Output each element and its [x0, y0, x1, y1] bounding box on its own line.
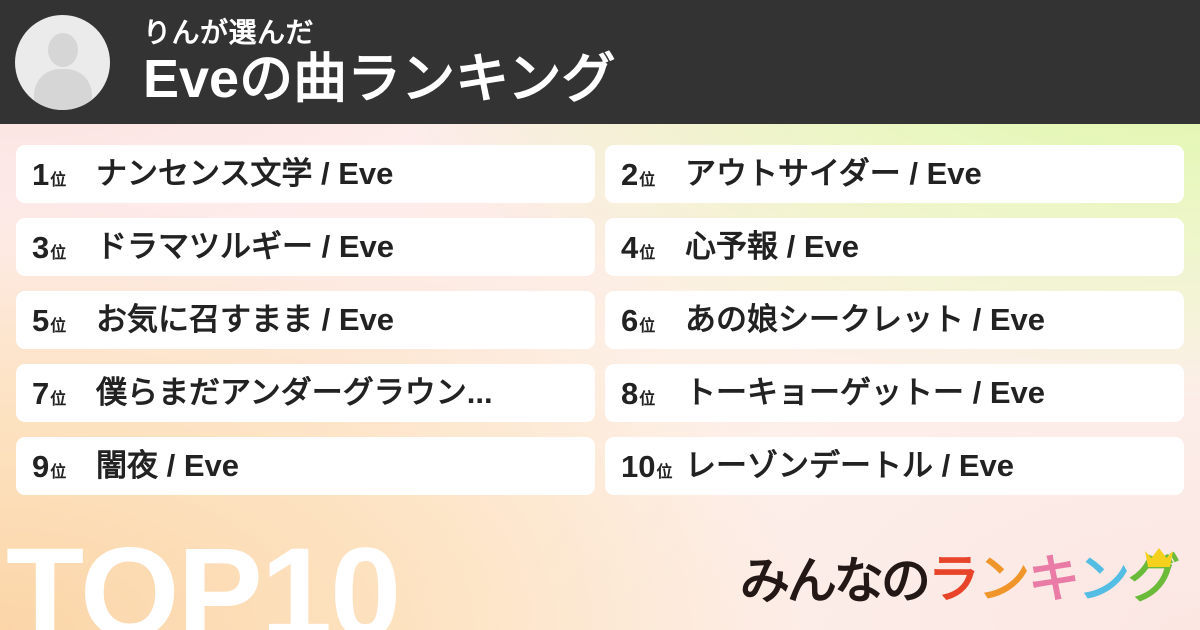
ranking-row[interactable]: 8 位トーキョーゲットー / Eve — [605, 364, 1184, 422]
ranking-row[interactable]: 7 位僕らまだアンダーグラウン... — [16, 364, 595, 422]
minna-no-ranking-logo[interactable]: みんなのランキング — [739, 551, 1180, 609]
logo-kana-ki: キ — [1027, 551, 1080, 609]
ranking-row[interactable]: 6 位あの娘シークレット / Eve — [605, 291, 1184, 349]
logo-kana-n2: ン — [1077, 551, 1130, 609]
rank-number: 8 — [621, 375, 639, 411]
rank-unit-label: 位 — [639, 390, 656, 408]
logo-kana-n1: ン — [977, 551, 1030, 609]
rank-number: 6 — [621, 302, 639, 338]
ranking-item-title: ナンセンス文学 / Eve — [96, 156, 394, 191]
ranking-row[interactable]: 4 位心予報 / Eve — [605, 218, 1184, 276]
rank-unit-label: 位 — [639, 317, 656, 335]
rank-unit-label: 位 — [639, 171, 656, 189]
ranking-row[interactable]: 9 位闇夜 / Eve — [16, 437, 595, 495]
ranking-row[interactable]: 1 位ナンセンス文学 / Eve — [16, 145, 595, 203]
ranking-item-title: 闇夜 / Eve — [96, 448, 239, 483]
rank-number: 2 — [621, 156, 639, 192]
user-avatar-icon — [15, 14, 110, 110]
top10-watermark: TOP10 — [6, 522, 401, 630]
ranking-item-title: レーゾンデートル / Eve — [685, 448, 1014, 483]
header-subtitle: りんが選んだ — [143, 16, 315, 48]
ranking-item-title: ドラマツルギー / Eve — [96, 229, 394, 264]
rank-number: 10 — [621, 448, 656, 484]
page-title: Eveの曲ランキング — [143, 48, 616, 109]
ranking-item-title: トーキョーゲットー / Eve — [685, 375, 1045, 410]
header-bar: りんが選んだ Eveの曲ランキング — [0, 0, 1200, 124]
rank-unit-label: 位 — [50, 171, 67, 189]
logo-jp-text: みんなの — [739, 553, 931, 609]
ranking-row[interactable]: 3 位ドラマツルギー / Eve — [16, 218, 595, 276]
rank-unit-label: 位 — [50, 463, 67, 481]
ranking-item-title: 心予報 / Eve — [685, 229, 859, 264]
ranking-item-title: あの娘シークレット / Eve — [685, 302, 1045, 337]
avatar-body-shape — [33, 68, 92, 110]
ranking-row[interactable]: 10 位レーゾンデートル / Eve — [605, 437, 1184, 495]
rank-unit-label: 位 — [50, 390, 67, 408]
rank-number: 3 — [32, 229, 50, 265]
avatar-head-shape — [47, 32, 78, 67]
ranking-item-title: アウトサイダー / Eve — [685, 156, 982, 191]
ranking-row[interactable]: 2 位アウトサイダー / Eve — [605, 145, 1184, 203]
rank-badge: 10 位 — [621, 451, 677, 482]
ranking-row[interactable]: 5 位お気に召すまま / Eve — [16, 291, 595, 349]
rank-number: 5 — [32, 302, 50, 338]
rank-number: 9 — [32, 448, 50, 484]
rank-number: 7 — [32, 375, 50, 411]
header-text-block: りんが選んだ Eveの曲ランキング — [143, 16, 616, 109]
rank-unit-label: 位 — [50, 317, 67, 335]
rank-unit-label: 位 — [50, 244, 67, 262]
ranking-list: 1 位ナンセンス文学 / Eve 2 位アウトサイダー / Eve 3 位ドラマツルギー … — [0, 145, 1200, 495]
crown-icon — [1145, 548, 1173, 567]
ranking-item-title: お気に召すまま / Eve — [96, 302, 394, 337]
ranking-item-title: 僕らまだアンダーグラウン... — [96, 375, 493, 410]
logo-kana-ra: ラ — [927, 551, 980, 609]
rank-unit-label: 位 — [656, 463, 673, 481]
rank-number: 4 — [621, 229, 639, 265]
rank-number: 1 — [32, 156, 50, 192]
rank-unit-label: 位 — [639, 244, 656, 262]
